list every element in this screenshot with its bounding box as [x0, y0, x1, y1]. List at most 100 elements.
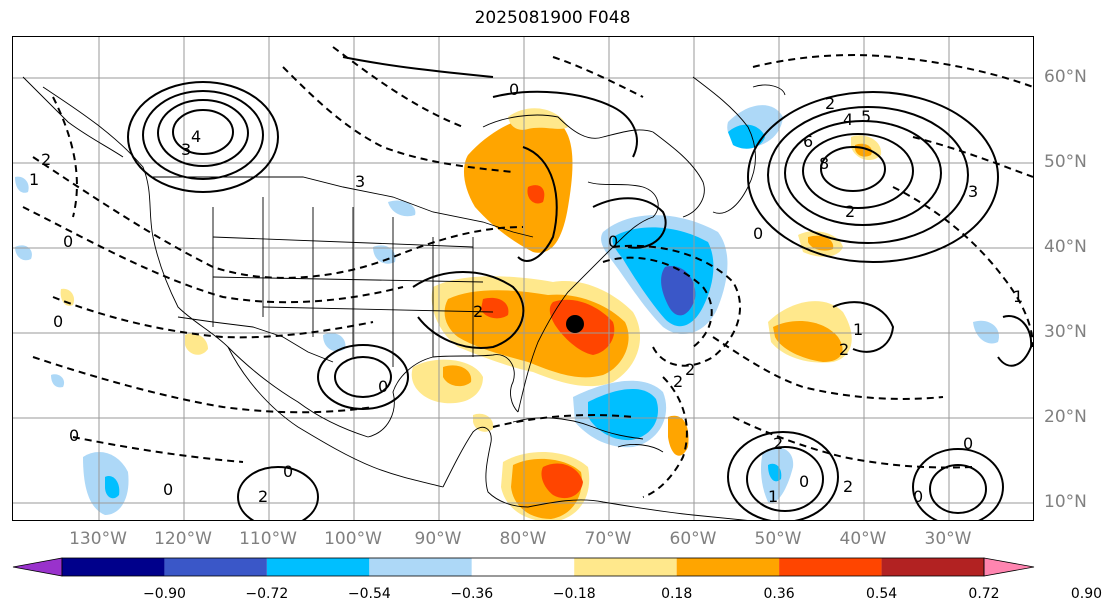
colorbar-tick-label: 0.72	[968, 586, 1000, 602]
pos-contour-far-e	[997, 315, 1033, 367]
contour-label-1-mid: 1	[853, 320, 863, 339]
coast-greenland	[692, 76, 756, 214]
lon-label: 30°W	[924, 529, 972, 549]
neg-contour-17	[52, 96, 78, 218]
coast-alaska	[22, 76, 124, 158]
pos-contour-wc-1	[127, 81, 279, 193]
coast-mexico-pac	[227, 346, 444, 488]
pos-contour-atl-5	[820, 146, 886, 192]
lon-label: 60°W	[669, 529, 717, 549]
colorbar-segment	[164, 558, 267, 576]
contour-label-0-carib: 0	[963, 434, 973, 453]
colorbar-extend-high	[983, 557, 1035, 577]
map-canvas: 4 3 0 2 1 6 8 4 5 2 3 0 2 0 1 2 2 2 0 2 …	[13, 37, 1033, 520]
contour-label-2-cent: 2	[773, 434, 783, 453]
lon-label: 40°W	[839, 529, 887, 549]
shade-orange-midatl	[773, 321, 843, 362]
contour-label-1-cent: 1	[768, 487, 778, 506]
lon-label: 100°W	[324, 529, 382, 549]
lon-label: 50°W	[754, 529, 802, 549]
pos-contour-se	[412, 271, 525, 349]
colorbar-tick-label: 0.36	[763, 586, 795, 602]
pos-contour-canada-2	[492, 90, 638, 158]
dashed-contours	[22, 46, 1033, 498]
neg-contour-18	[492, 414, 634, 428]
neg-contour-1	[32, 156, 524, 279]
neg-contour-12	[732, 416, 974, 469]
contour-label-3-ne: 3	[355, 172, 365, 191]
chart-title: 2025081900 F048	[474, 8, 631, 28]
coast-sa-north	[527, 499, 748, 520]
shade-orange-midatl-2	[808, 235, 834, 251]
hispaniola	[617, 444, 664, 453]
state-lines-1	[212, 197, 474, 367]
border-us-mexico	[177, 316, 334, 363]
solid-contours	[127, 56, 1033, 520]
colorbar-tick-label: 0.54	[865, 586, 898, 602]
contour-label-0-pac3: 0	[69, 426, 79, 445]
shade-yellow-epac	[185, 333, 208, 355]
neg-contour-8	[612, 244, 742, 367]
contour-label-2-atl: 2	[825, 94, 835, 113]
shade-lightblue-bc	[15, 176, 29, 193]
shade-lightblue-gulf	[323, 332, 346, 352]
coast-yucatan	[442, 426, 529, 508]
shade-blue-epac	[105, 476, 120, 499]
shade-orange-gulf	[443, 365, 472, 387]
shade-lightblue-epac-2	[15, 245, 32, 261]
contour-label-4-atl: 4	[843, 110, 853, 129]
colorbar	[12, 557, 1035, 577]
pos-contour-atl-3	[784, 120, 942, 226]
neg-contour-13	[892, 186, 1033, 348]
colorbar-segment	[881, 558, 984, 576]
contour-label-0-epac: 0	[163, 480, 173, 499]
pos-contour-atl-2	[767, 106, 969, 244]
neg-contour-6	[282, 66, 514, 173]
contour-label-3-wc: 3	[181, 140, 191, 159]
pos-contour-epac	[237, 466, 319, 520]
colorbar-tick-label: 0.18	[661, 586, 693, 602]
contour-label-6-atl: 6	[803, 132, 813, 151]
neg-contour-4	[32, 356, 374, 414]
border-us-canada	[153, 176, 534, 238]
shade-blue-natl	[728, 124, 765, 149]
colorbar-tick-label: −0.72	[245, 586, 289, 602]
map-panel: 4 3 0 2 1 6 8 4 5 2 3 0 2 0 1 2 2 2 0 2 …	[12, 36, 1034, 521]
pos-contour-gulf-2	[334, 356, 392, 398]
shade-orange-canada	[463, 116, 573, 253]
pos-contour-wc-3	[157, 99, 249, 167]
contour-label-2-eatl: 2	[843, 477, 853, 496]
shade-lightblue-far-e	[973, 320, 999, 344]
colorbar-segment	[369, 558, 472, 576]
lat-label: 10°N	[1044, 492, 1087, 512]
contour-label-0-epac2: 0	[283, 462, 293, 481]
neg-contour-15	[752, 54, 1033, 88]
contour-label-2-sw: 2	[473, 302, 483, 321]
pos-contour-atl-1	[747, 91, 999, 263]
shade-darkblue-atlantic	[661, 266, 696, 316]
colorbar-tick-label: −0.18	[552, 586, 596, 602]
contour-label-0-hud: 0	[509, 80, 519, 99]
neg-contour-10	[642, 376, 688, 498]
contour-label-0-pac: 0	[63, 232, 73, 251]
pos-contour-eatl-2	[929, 464, 987, 514]
pos-contour-canada	[517, 146, 558, 262]
neg-contour-2	[22, 206, 404, 304]
coast-florida-atlantic	[517, 246, 614, 413]
lat-label: 20°N	[1044, 407, 1087, 427]
shade-lightblue-ne	[388, 200, 416, 217]
lat-label: 40°N	[1044, 237, 1087, 257]
shade-red-seus-2	[481, 297, 509, 319]
contour-label-2-carib-b: 2	[685, 360, 695, 379]
graticule	[13, 37, 1033, 520]
pos-contour-mid	[832, 301, 895, 353]
pos-contour-carib-2	[746, 446, 824, 512]
lat-label: 30°N	[1044, 322, 1087, 342]
lat-label: 60°N	[1044, 67, 1087, 87]
lon-label: 110°W	[239, 529, 297, 549]
colorbar-segment	[574, 558, 677, 576]
coast-hudson	[482, 114, 654, 139]
colorbar-segment	[62, 558, 165, 576]
colorbar-segment	[471, 558, 575, 576]
shade-red-ca	[541, 463, 583, 499]
